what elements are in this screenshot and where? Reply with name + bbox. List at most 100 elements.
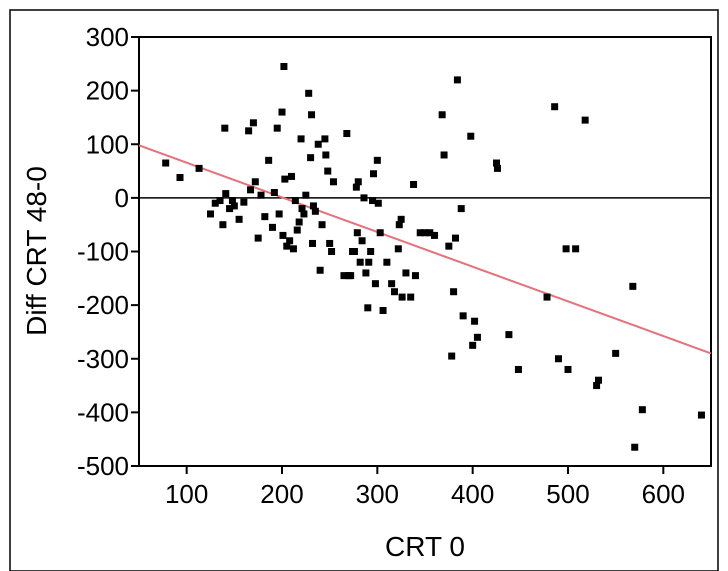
scatter-point (195, 164, 203, 172)
y-tick-label: 200 (86, 76, 129, 106)
scatter-point (383, 258, 391, 266)
scatter-point (390, 288, 398, 296)
scatter-point (426, 229, 434, 237)
scatter-point (281, 175, 289, 183)
scatter-point (374, 199, 382, 207)
y-tick-label: 0 (115, 183, 129, 213)
scatter-point (288, 172, 296, 180)
y-tick-label: -500 (77, 451, 129, 481)
scatter-point (211, 199, 219, 207)
scatter-point (298, 205, 306, 213)
scatter-point (595, 376, 603, 384)
scatter-point (554, 355, 562, 363)
scatter-point (324, 167, 332, 175)
scatter-point (311, 207, 319, 215)
outer-frame (9, 9, 719, 571)
scatter-point (362, 269, 370, 277)
scatter-point (270, 189, 278, 197)
scatter-point (543, 293, 551, 301)
scatter-point (364, 304, 372, 312)
scatter-point (352, 183, 360, 191)
plot-area (138, 36, 712, 467)
scatter-point (394, 245, 402, 253)
scatter-point (316, 266, 324, 274)
scatter-point (273, 124, 281, 132)
scatter-point (247, 186, 255, 194)
scatter-point (347, 272, 355, 280)
x-axis: 100 200 300 400 500 600 (165, 466, 685, 509)
x-tick-label: 300 (356, 479, 399, 509)
scatter-point (293, 226, 301, 234)
scatter-point (257, 191, 265, 199)
x-tick-label: 100 (165, 479, 208, 509)
scatter-point (395, 221, 403, 229)
scatter-point (467, 132, 475, 140)
scatter-point (326, 239, 334, 247)
x-tick-label: 500 (546, 479, 589, 509)
scatter-point (358, 237, 366, 245)
scatter-point (222, 190, 230, 198)
scatter-point (309, 202, 317, 210)
scatter-point (505, 331, 513, 339)
scatter-point (407, 293, 415, 301)
scatter-point (308, 111, 316, 119)
scatter-point (638, 406, 646, 414)
scatter-point (410, 180, 418, 188)
scatter-point (572, 245, 580, 253)
scatter-point (367, 248, 375, 255)
scatter-point (249, 119, 257, 127)
scatter-point (162, 159, 170, 167)
scatter-point (473, 333, 481, 341)
scatter-point (452, 234, 460, 242)
scatter-point (254, 234, 262, 242)
scatter-point (343, 130, 351, 138)
scatter-point (300, 210, 308, 218)
scatter-point (631, 443, 639, 451)
scatter-point (221, 124, 229, 132)
scatter-point (228, 197, 236, 205)
scatter-point (514, 365, 522, 373)
scatter-point (176, 173, 184, 181)
scatter-point (493, 159, 500, 167)
scatter-point (216, 197, 224, 205)
scatter-point (370, 170, 378, 178)
scatter-point (356, 258, 364, 266)
scatter-point (354, 178, 362, 186)
scatter-point (295, 218, 303, 226)
scatter-point (373, 156, 381, 164)
scatter-point (421, 229, 429, 237)
scatter-point (265, 156, 273, 164)
scatter-point (314, 140, 322, 148)
scatter-point (279, 231, 287, 239)
scatter-point (219, 221, 227, 229)
y-tick-label: 100 (86, 129, 129, 159)
scatter-point (309, 239, 317, 247)
scatter-point (416, 229, 424, 237)
scatter-point (376, 229, 384, 237)
x-tick-label: 400 (451, 479, 494, 509)
scatter-point (286, 237, 294, 245)
scatter-point (629, 282, 637, 290)
y-tick-label: -400 (77, 397, 129, 427)
y-tick-label: -300 (77, 344, 129, 374)
scatter-point (450, 288, 458, 296)
y-axis-title: Diff CRT 48-0 (21, 166, 52, 336)
scatter-point (438, 111, 446, 119)
scatter-point (321, 135, 329, 143)
scatter-point (379, 306, 387, 314)
scatter-point (397, 215, 405, 223)
scatter-point (283, 242, 291, 250)
scatter-point (471, 317, 479, 325)
scatter-point (307, 154, 315, 162)
scatter-point (328, 248, 336, 255)
regression-fit-line (138, 144, 712, 355)
x-tick-label: 600 (642, 479, 685, 509)
scatter-point (562, 245, 570, 253)
scatter-point (564, 365, 572, 373)
scatter-point (350, 248, 358, 255)
scatter-point (275, 210, 283, 218)
scatter-point (493, 164, 501, 172)
scatter-point (289, 245, 297, 253)
scatter-point (411, 272, 419, 280)
